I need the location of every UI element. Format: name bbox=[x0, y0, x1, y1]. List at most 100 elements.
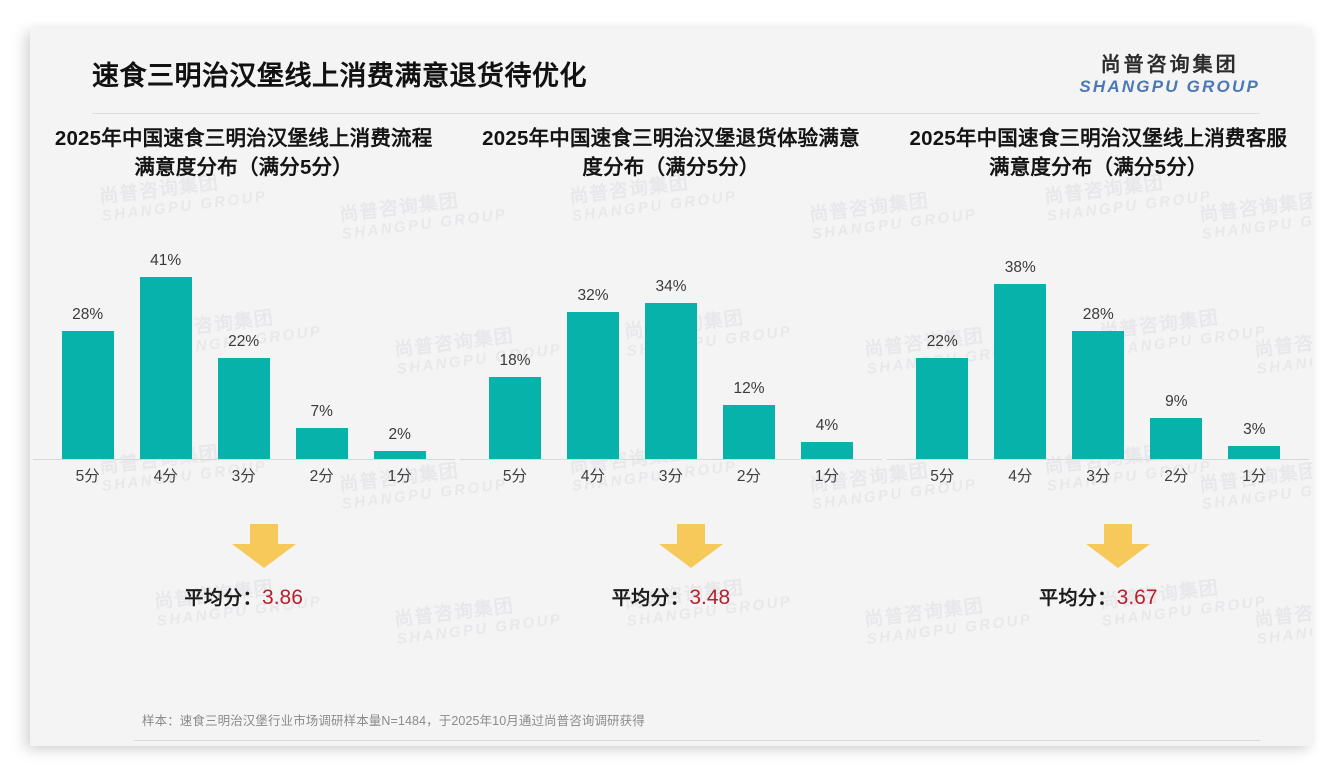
source-footnote: 样本：速食三明治汉堡行业市场调研样本量N=1484，于2025年10月通过尚普咨… bbox=[142, 714, 645, 728]
bar-column[interactable]: 9% bbox=[1150, 252, 1203, 460]
x-axis-tick-label: 3分 bbox=[658, 468, 684, 485]
bar-rect[interactable] bbox=[139, 277, 192, 460]
x-axis-line bbox=[459, 459, 882, 460]
bar-value-label: 41% bbox=[150, 252, 182, 269]
x-axis-tick-label: 2分 bbox=[1164, 468, 1189, 485]
bar-value-label: 2% bbox=[388, 426, 411, 443]
bar-rect[interactable] bbox=[373, 451, 426, 460]
bar-column[interactable]: 22% bbox=[217, 252, 270, 460]
bar-rect[interactable] bbox=[295, 428, 348, 460]
average-score-text: 平均分：3.86 bbox=[64, 583, 424, 610]
bar-group: 22% 38% 28% 9% 3% bbox=[903, 252, 1293, 460]
bar-rect[interactable] bbox=[488, 377, 541, 460]
down-arrow-icon bbox=[658, 524, 723, 568]
chart-title: 2025年中国速食三明治汉堡线上消费客服满意度分布（满分5分） bbox=[909, 127, 1288, 180]
bar-value-label: 22% bbox=[228, 333, 260, 350]
slide-canvas: 尚普咨询集团 SHANGPU GROUP 尚普咨询集团 SHANGPU GROUP 尚普… bbox=[30, 28, 1312, 746]
average-score-value: 3.67 bbox=[1116, 586, 1158, 609]
bar-group: 28% 41% 22% 7% 2% bbox=[49, 252, 439, 460]
bar-chart: 28% 41% 22% 7% 2% 5分 4分 3分 2分 1分 bbox=[32, 252, 455, 488]
x-axis-labels: 5分 4分 3分 2分 1分 bbox=[476, 462, 866, 488]
bar-value-label: 3% bbox=[1243, 421, 1266, 438]
bar-rect[interactable] bbox=[916, 358, 969, 460]
bar-rect[interactable] bbox=[1072, 331, 1125, 460]
down-arrow-icon bbox=[1086, 524, 1151, 568]
x-axis-tick-label: 3分 bbox=[231, 468, 256, 485]
bar-group: 18% 32% 34% 12% 4% bbox=[476, 252, 866, 460]
bar-value-label: 18% bbox=[499, 352, 531, 369]
bar-value-label: 22% bbox=[926, 333, 958, 350]
average-score-block: 平均分：3.67 bbox=[918, 524, 1278, 610]
average-score-label: 平均分： bbox=[611, 588, 690, 609]
bar-rect[interactable] bbox=[644, 303, 697, 460]
bar-column[interactable]: 3% bbox=[1228, 252, 1281, 460]
bar-chart: 18% 32% 34% 12% 4% 5分 4分 3分 2分 1分 bbox=[459, 252, 882, 488]
bar-value-label: 34% bbox=[655, 278, 687, 295]
x-axis-tick-label: 4分 bbox=[1008, 468, 1033, 485]
charts-row: 2025年中国速食三明治汉堡线上消费流程满意度分布（满分5分） 28% 41% 22%… bbox=[30, 124, 1312, 684]
bar-value-label: 38% bbox=[1004, 259, 1036, 276]
x-axis-tick-label: 3分 bbox=[1086, 468, 1111, 485]
bar-column[interactable]: 32% bbox=[566, 252, 619, 460]
average-score-block: 平均分：3.86 bbox=[64, 524, 424, 610]
bar-column[interactable]: 34% bbox=[644, 252, 697, 460]
chart-title: 2025年中国速食三明治汉堡退货体验满意度分布（满分5分） bbox=[482, 127, 860, 180]
average-score-value: 3.48 bbox=[689, 586, 731, 609]
bar-rect[interactable] bbox=[722, 405, 775, 460]
bar-column[interactable]: 22% bbox=[916, 252, 969, 460]
bar-rect[interactable] bbox=[994, 284, 1047, 460]
average-score-block: 平均分：3.48 bbox=[491, 524, 851, 610]
bar-value-label: 32% bbox=[577, 287, 609, 304]
bar-column[interactable]: 38% bbox=[994, 252, 1047, 460]
x-axis-tick-label: 2分 bbox=[736, 468, 762, 485]
bar-value-label: 9% bbox=[1165, 393, 1188, 410]
x-axis-tick-label: 4分 bbox=[580, 468, 606, 485]
bar-value-label: 28% bbox=[72, 306, 104, 323]
bar-rect[interactable] bbox=[1150, 418, 1203, 460]
chart-panel-2: 2025年中国速食三明治汉堡退货体验满意度分布（满分5分） 18% 32% 34% 12… bbox=[457, 124, 884, 684]
bar-column[interactable]: 2% bbox=[373, 252, 426, 460]
bar-chart: 22% 38% 28% 9% 3% 5分 4分 3分 2分 1分 bbox=[887, 252, 1310, 488]
x-axis-labels: 5分 4分 3分 2分 1分 bbox=[903, 462, 1293, 488]
bar-column[interactable]: 12% bbox=[722, 252, 775, 460]
bar-column[interactable]: 18% bbox=[488, 252, 541, 460]
x-axis-tick-label: 5分 bbox=[930, 468, 955, 485]
x-axis-tick-label: 5分 bbox=[502, 468, 528, 485]
page-title: 速食三明治汉堡线上消费满意退货待优化 bbox=[92, 61, 587, 91]
bar-column[interactable]: 28% bbox=[1072, 252, 1125, 460]
chart-title: 2025年中国速食三明治汉堡线上消费流程满意度分布（满分5分） bbox=[54, 127, 433, 180]
logo-english-text: SHANGPU GROUP bbox=[1079, 77, 1260, 96]
average-score-label: 平均分： bbox=[1039, 588, 1117, 609]
bar-value-label: 12% bbox=[733, 380, 765, 397]
bar-rect[interactable] bbox=[566, 312, 619, 460]
header-divider bbox=[92, 113, 1260, 114]
x-axis-tick-label: 1分 bbox=[1242, 468, 1267, 485]
bar-value-label: 28% bbox=[1082, 306, 1114, 323]
bar-column[interactable]: 7% bbox=[295, 252, 348, 460]
x-axis-tick-label: 1分 bbox=[814, 468, 840, 485]
chart-panel-3: 2025年中国速食三明治汉堡线上消费客服满意度分布（满分5分） 22% 38% 28%… bbox=[885, 124, 1312, 684]
bar-column[interactable]: 4% bbox=[800, 252, 853, 460]
x-axis-tick-label: 1分 bbox=[387, 468, 412, 485]
average-score-text: 平均分：3.67 bbox=[918, 583, 1278, 610]
x-axis-labels: 5分 4分 3分 2分 1分 bbox=[49, 462, 439, 488]
logo-chinese-text: 尚普咨询集团 bbox=[1100, 54, 1239, 76]
bar-value-label: 4% bbox=[815, 417, 839, 434]
average-score-value: 3.86 bbox=[262, 586, 303, 609]
bar-value-label: 7% bbox=[310, 403, 333, 420]
down-arrow-icon bbox=[231, 524, 296, 568]
x-axis-tick-label: 4分 bbox=[153, 468, 178, 485]
average-score-text: 平均分：3.48 bbox=[491, 583, 851, 610]
bar-rect[interactable] bbox=[1228, 446, 1281, 460]
footer-divider bbox=[134, 740, 1260, 741]
x-axis-tick-label: 2分 bbox=[309, 468, 334, 485]
average-score-label: 平均分： bbox=[184, 588, 263, 609]
bar-rect[interactable] bbox=[217, 358, 270, 460]
x-axis-line bbox=[887, 459, 1310, 460]
bar-rect[interactable] bbox=[800, 442, 853, 460]
bar-column[interactable]: 28% bbox=[61, 252, 114, 460]
bar-column[interactable]: 41% bbox=[139, 252, 192, 460]
bar-rect[interactable] bbox=[61, 331, 114, 460]
x-axis-tick-label: 5分 bbox=[75, 468, 100, 485]
company-logo: 尚普咨询集团 SHANGPU GROUP bbox=[1079, 54, 1260, 97]
